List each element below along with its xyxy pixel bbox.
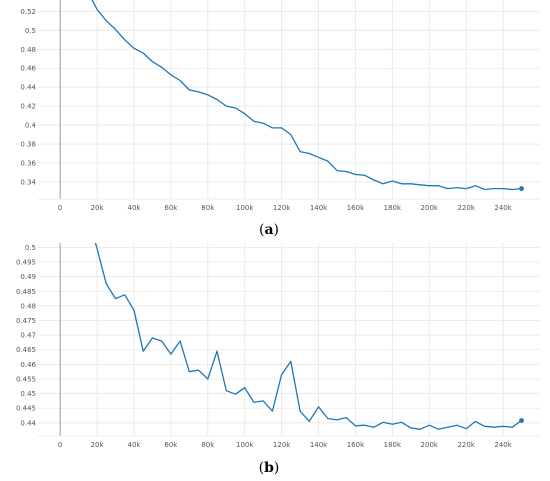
y-tick-label-a: 0.34 xyxy=(20,178,36,186)
series-line-a xyxy=(91,0,522,191)
y-tick-label-a: 0.44 xyxy=(20,84,36,92)
x-tick-label-a: 120k xyxy=(273,204,291,212)
x-tick-label-a: 0 xyxy=(58,204,62,212)
y-tick-label-b: 0.465 xyxy=(16,346,36,354)
y-tick-label-a: 0.46 xyxy=(20,65,36,73)
x-tick-label-b: 160k xyxy=(347,441,365,449)
x-tick-label-a: 200k xyxy=(421,204,439,212)
x-tick-label-b: 100k xyxy=(236,441,254,449)
y-tick-label-b: 0.48 xyxy=(20,302,36,310)
x-tick-label-a: 160k xyxy=(347,204,365,212)
y-tick-label-b: 0.46 xyxy=(20,361,36,369)
x-tick-label-b: 240k xyxy=(494,441,512,449)
x-tick-label-b: 140k xyxy=(310,441,328,449)
x-tick-label-a: 60k xyxy=(164,204,178,212)
y-tick-label-a: 0.36 xyxy=(20,159,36,167)
series-line-b xyxy=(94,243,522,430)
x-tick-label-a: 40k xyxy=(127,204,141,212)
x-tick-label-b: 120k xyxy=(273,441,291,449)
y-tick-label-b: 0.475 xyxy=(16,317,36,325)
y-tick-label-b: 0.455 xyxy=(16,375,36,383)
caption-a: (a) xyxy=(259,222,279,238)
y-tick-label-a: 0.48 xyxy=(20,46,36,54)
y-tick-label-b: 0.445 xyxy=(16,405,36,413)
y-tick-label-a: 0.4 xyxy=(25,122,37,130)
x-tick-label-b: 220k xyxy=(457,441,475,449)
x-tick-label-a: 100k xyxy=(236,204,254,212)
y-tick-label-a: 0.5 xyxy=(25,27,36,35)
x-tick-label-b: 80k xyxy=(201,441,215,449)
y-tick-label-a: 0.52 xyxy=(20,8,36,16)
x-tick-label-b: 60k xyxy=(164,441,178,449)
y-tick-label-b: 0.495 xyxy=(16,259,36,267)
y-tick-label-b: 0.49 xyxy=(20,273,36,281)
last-point-marker-b xyxy=(519,418,524,423)
x-tick-label-b: 200k xyxy=(421,441,439,449)
x-tick-label-a: 180k xyxy=(384,204,402,212)
y-tick-label-a: 0.42 xyxy=(20,103,36,111)
chart-panel-a: 0.34 0.36 0.38 0.4 0.42 0.44 0.46 0.48 0.5 0.52 0 2… xyxy=(20,0,540,212)
y-tick-label-b: 0.485 xyxy=(16,288,36,296)
x-tick-label-a: 240k xyxy=(494,204,512,212)
y-tick-label-b: 0.5 xyxy=(25,244,36,252)
x-tick-label-b: 20k xyxy=(91,441,105,449)
y-tick-label-a: 0.38 xyxy=(20,141,36,149)
y-tick-label-b: 0.45 xyxy=(20,390,36,398)
x-tick-label-a: 20k xyxy=(91,204,105,212)
x-tick-label-b: 180k xyxy=(384,441,402,449)
y-tick-label-b: 0.44 xyxy=(20,419,36,427)
caption-b: (b) xyxy=(259,460,280,476)
x-tick-label-a: 220k xyxy=(457,204,475,212)
x-tick-label-a: 80k xyxy=(201,204,215,212)
x-tick-label-b: 40k xyxy=(127,441,141,449)
x-tick-label-b: 0 xyxy=(58,441,62,449)
last-point-marker-a xyxy=(519,186,524,191)
y-tick-label-b: 0.47 xyxy=(20,332,36,340)
x-tick-label-a: 140k xyxy=(310,204,328,212)
chart-panel-b: 0.44 0.445 0.45 0.455 0.46 0.465 0.47 0.475 0.48… xyxy=(16,243,540,449)
